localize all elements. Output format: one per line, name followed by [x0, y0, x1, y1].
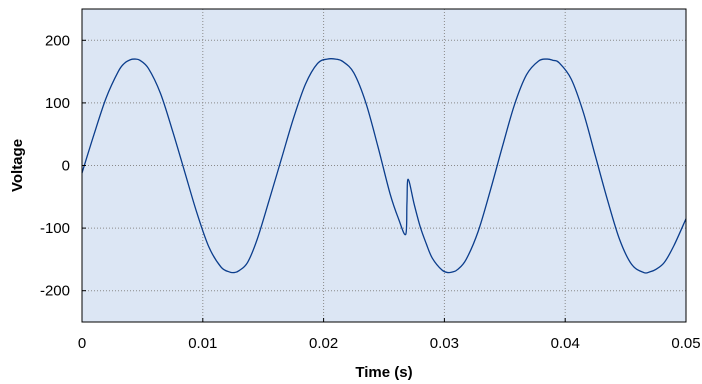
y-tick-label: -100	[40, 220, 70, 237]
y-axis: 200 100 0 -100 -200	[40, 32, 86, 300]
y-tick-label: 0	[62, 158, 70, 175]
y-tick-label: -200	[40, 283, 70, 300]
grid-lines	[82, 9, 686, 322]
x-tick-label: 0.01	[188, 335, 217, 352]
x-tick-label: 0.03	[430, 335, 459, 352]
y-tick-label: 100	[45, 95, 70, 112]
x-axis-title: Time (s)	[355, 364, 412, 381]
series-group	[81, 57, 687, 274]
x-tick-label: 0.04	[551, 335, 580, 352]
voltage-series-line	[81, 57, 687, 274]
x-axis: 0 0.01 0.02 0.03 0.04 0.05	[78, 318, 701, 352]
x-tick-label: 0.05	[671, 335, 700, 352]
x-tick-label: 0.02	[309, 335, 338, 352]
y-tick-label: 200	[45, 32, 70, 49]
x-tick-label: 0	[78, 335, 86, 352]
y-axis-title: Voltage	[9, 139, 26, 192]
